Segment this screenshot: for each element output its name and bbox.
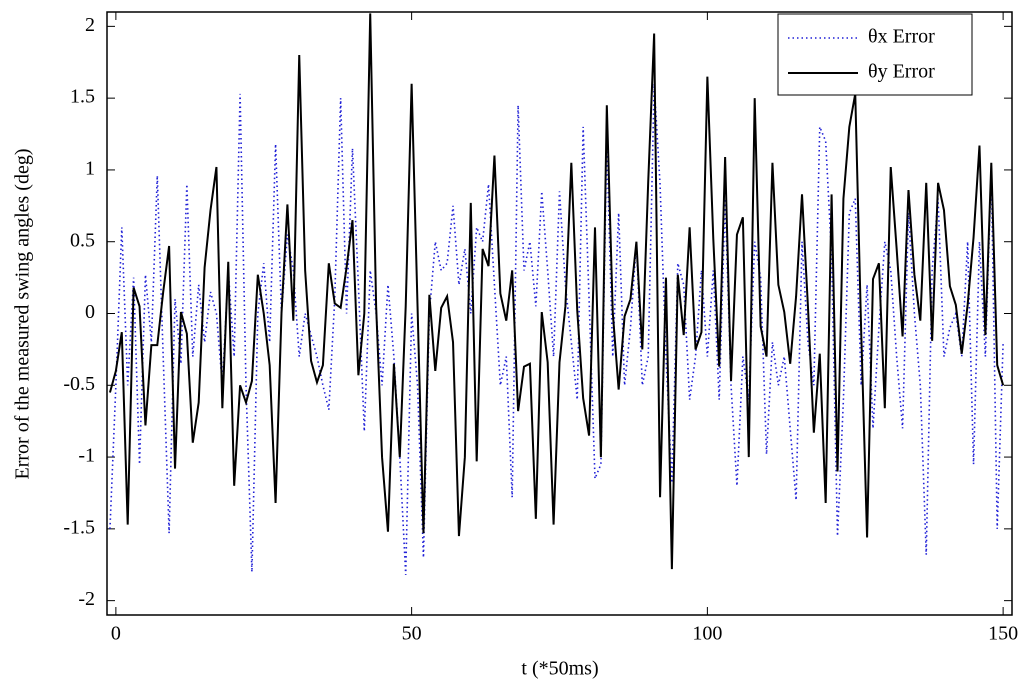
x-tick-label: 50	[402, 623, 422, 645]
y-tick-label: -2	[78, 588, 95, 610]
y-tick-label: 0.5	[70, 229, 95, 251]
x-axis-label: t (*50ms)	[521, 658, 598, 680]
x-tick-label: 150	[988, 623, 1018, 645]
x-tick-label: 0	[111, 623, 121, 645]
y-tick-label: 2	[85, 14, 95, 36]
plot-frame	[106, 11, 1013, 616]
y-tick-label: 1.5	[70, 86, 95, 108]
series-line	[108, 13, 1005, 570]
y-tick-label: 1	[85, 158, 95, 180]
y-axis-label: Error of the measured swing angles (deg)	[12, 149, 34, 480]
legend-label: θy Error	[868, 61, 935, 83]
legend-box	[777, 13, 973, 96]
y-tick-label: -0.5	[63, 373, 95, 395]
legend-label: θx Error	[868, 26, 935, 48]
series-line	[109, 83, 1004, 575]
y-tick-label: -1	[78, 445, 95, 467]
y-tick-label: -1.5	[63, 516, 95, 538]
y-tick-label: 0	[85, 301, 95, 323]
x-tick-label: 100	[692, 623, 722, 645]
